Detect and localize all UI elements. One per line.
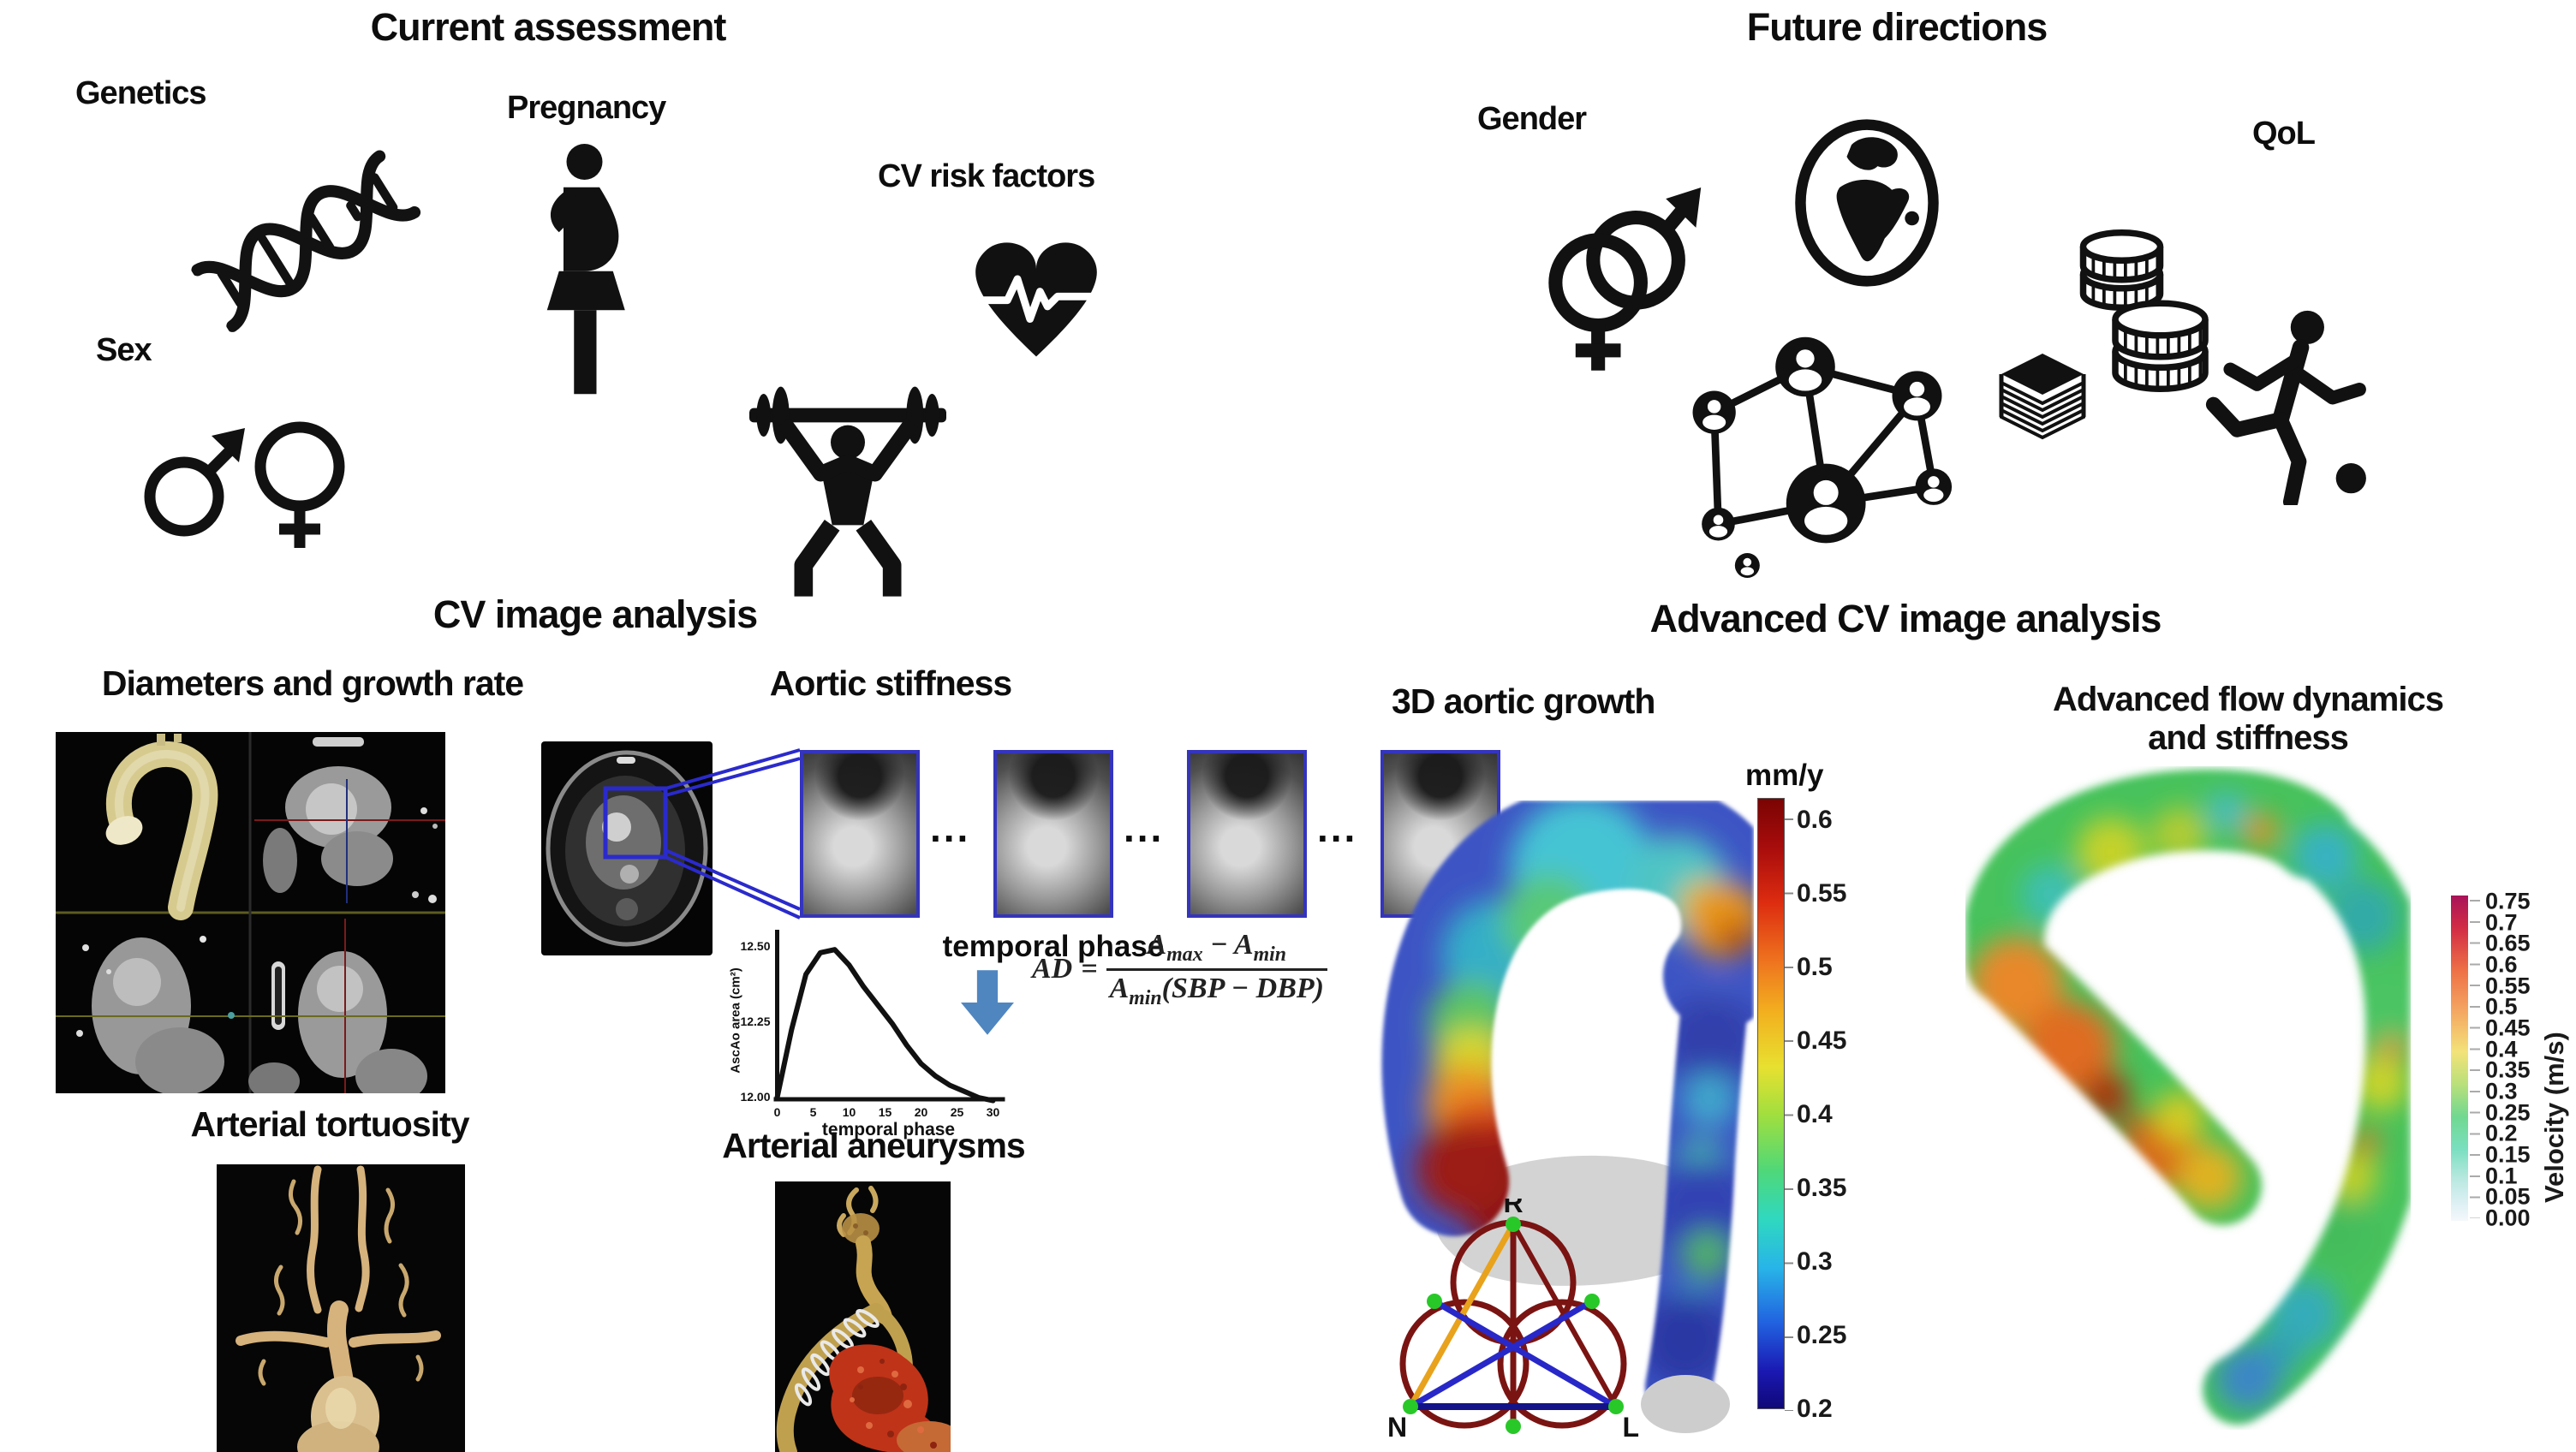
growth-colorbar [1757, 798, 1785, 1409]
svg-text:25: 25 [951, 1105, 964, 1119]
arterial-tortuosity-label: Arterial tortuosity [190, 1104, 470, 1144]
temporal-crop [800, 750, 920, 918]
roi-zoom-lines [603, 748, 801, 919]
svg-text:15: 15 [879, 1105, 892, 1119]
svg-text:10: 10 [843, 1105, 856, 1119]
svg-text:12.50: 12.50 [740, 939, 770, 953]
diameters-growth-label: Diameters and growth rate [101, 664, 524, 703]
temporal-crop [993, 750, 1113, 918]
svg-text:30: 30 [987, 1105, 1000, 1119]
tortuosity-image [217, 1164, 465, 1452]
globe-icon [1795, 119, 1939, 287]
runner-ball-icon [2205, 310, 2366, 505]
svg-text:5: 5 [810, 1105, 817, 1119]
plot-xlabel: temporal phase [822, 1120, 955, 1140]
aortic-stiffness-label: Aortic stiffness [769, 664, 1012, 703]
weightlifter-icon [749, 386, 946, 597]
valve-label-r: R [1503, 1199, 1523, 1218]
valve-label-l: L [1622, 1412, 1639, 1443]
cv-risk-factors-label: CV risk factors [878, 158, 1095, 194]
ellipsis-dots: ... [930, 806, 971, 850]
svg-text:20: 20 [915, 1105, 928, 1119]
growth-colorbar-unit: mm/y [1745, 759, 1824, 792]
advanced-cv-title: Advanced CV image analysis [1649, 597, 2162, 640]
growth-label: 3D aortic growth [1392, 681, 1655, 721]
svg-text:12.25: 12.25 [740, 1015, 770, 1028]
ct-diameters-image [56, 732, 445, 1093]
genetics-label: Genetics [75, 75, 207, 111]
valve-label-n: N [1387, 1412, 1407, 1443]
velocity-colorbar-ticks [2470, 900, 2480, 1218]
aortic-valve-diagram: R N L [1387, 1199, 1639, 1443]
male-female-icon [144, 421, 345, 548]
gender-label: Gender [1477, 101, 1587, 137]
current-assessment-title: Current assessment [370, 5, 727, 49]
gender-symbols-icon [1548, 187, 1702, 371]
ellipsis-dots: ... [1124, 806, 1165, 850]
aneurysm-image [775, 1181, 951, 1452]
people-network-icon [1692, 336, 1953, 578]
ellipsis-dots: ... [1317, 806, 1358, 850]
flow-label: Advanced flow dynamics and stiffness [2053, 681, 2444, 757]
velocity-colorbar-label: Velocity (m/s) [2539, 1032, 2569, 1203]
growth-colorbar-tick-labels: 0.6 0.55 0.5 0.45 0.4 0.35 0.3 0.25 0.2 [1797, 806, 1847, 1423]
dna-icon [191, 150, 421, 332]
svg-text:0: 0 [774, 1105, 781, 1119]
arterial-aneurysms-label: Arterial aneurysms [722, 1126, 1025, 1165]
flow-dynamics-map [1965, 766, 2411, 1430]
cv-image-analysis-title: CV image analysis [432, 592, 758, 636]
pregnancy-label: Pregnancy [507, 90, 666, 126]
plot-ylabel: AscAo area (cm²) [729, 967, 743, 1073]
temporal-crop [1187, 750, 1307, 918]
distensibility-formula: AD = Amax − Amin Amin(SBP − DBP) [1032, 929, 1327, 1010]
ascao-area-plot: 12.50 12.25 12.00 0 5 10 15 20 25 30 tem… [729, 930, 1005, 1140]
svg-text:12.00: 12.00 [740, 1090, 770, 1104]
books-icon [1999, 354, 2086, 440]
velocity-colorbar [2451, 896, 2468, 1221]
aortic-growth-map [1368, 800, 1754, 1447]
velocity-colorbar-tick-labels: 0.75 0.7 0.65 0.6 0.55 0.5 0.45 0.4 0.35… [2485, 888, 2531, 1231]
sex-label: Sex [96, 332, 152, 368]
down-arrow-icon [961, 970, 1014, 1035]
growth-colorbar-ticks [1785, 818, 1793, 1411]
temporal-phase-label: temporal phase [942, 930, 1165, 963]
pregnant-woman-icon [546, 144, 625, 395]
qol-label: QoL [2252, 116, 2316, 152]
coins-icon [2079, 229, 2209, 392]
future-directions-title: Future directions [1746, 5, 2048, 49]
heart-pulse-icon [973, 242, 1100, 357]
